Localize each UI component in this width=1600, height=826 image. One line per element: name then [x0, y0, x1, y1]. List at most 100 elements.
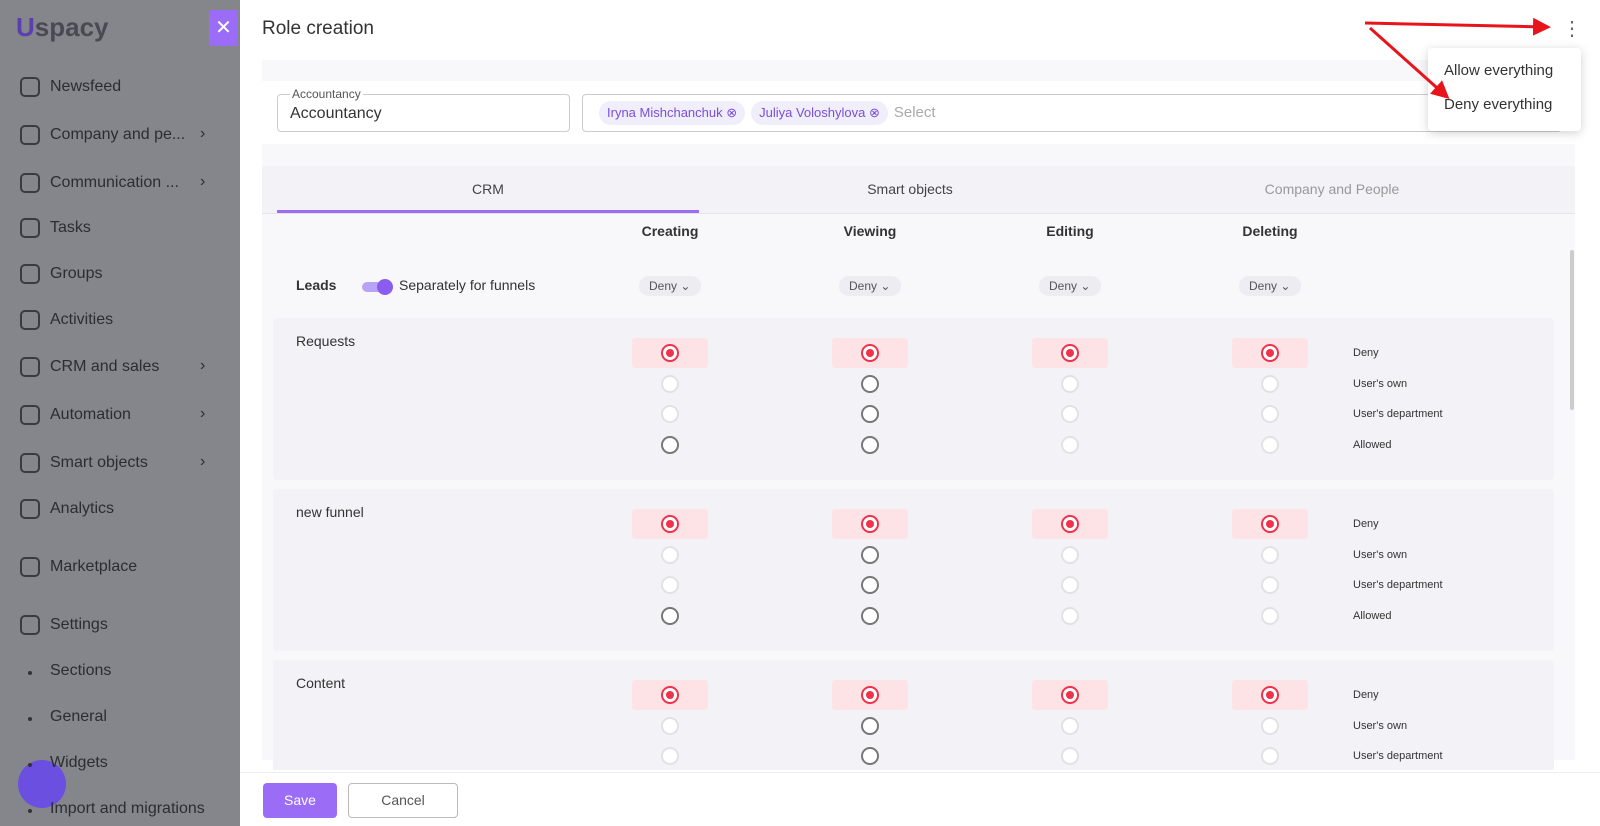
radio[interactable]	[861, 545, 879, 564]
radio	[1261, 435, 1279, 454]
bullet	[28, 763, 32, 767]
radio[interactable]	[1261, 686, 1279, 704]
radio[interactable]	[861, 576, 879, 595]
chat-button[interactable]	[18, 760, 66, 808]
nav-item[interactable]: Activities	[50, 311, 114, 328]
nav-item[interactable]: Settings	[50, 616, 108, 633]
name-input[interactable]: Accountancy Accountancy	[277, 87, 570, 132]
radio[interactable]	[861, 716, 879, 735]
section-name: Requests	[296, 333, 356, 349]
radio[interactable]	[1061, 515, 1079, 533]
radio	[1061, 747, 1079, 766]
nav-item[interactable]: Communication ...	[50, 174, 179, 191]
nav-item[interactable]: Smart objects	[50, 454, 148, 471]
radio[interactable]	[861, 435, 879, 454]
radio	[661, 716, 679, 735]
cancel-button[interactable]: Cancel	[348, 783, 458, 818]
radio[interactable]	[661, 606, 679, 625]
radio	[1061, 716, 1079, 735]
user-chip[interactable]: Juliya Voloshylova ⊗	[751, 101, 888, 125]
nav-subitem[interactable]: Widgets	[50, 754, 108, 771]
logo-text: spacy	[34, 12, 109, 42]
leads-label: Leads	[296, 277, 337, 293]
radio[interactable]	[661, 435, 679, 454]
nav-item[interactable]: CRM and sales	[50, 358, 160, 375]
chevron: ›	[200, 173, 206, 190]
radio	[1261, 716, 1279, 735]
level-label: User's own	[1353, 377, 1408, 390]
radio[interactable]	[1261, 344, 1279, 362]
menu-item[interactable]: Allow everything	[1444, 62, 1554, 79]
users-input[interactable]: Iryna Mishchanchuk ⊗ Juliya Voloshylova ⊗…	[582, 94, 1562, 132]
sections: Requests Deny User's own User's department A…	[262, 318, 1575, 770]
nav-icon	[20, 173, 40, 193]
nav-item[interactable]: Analytics	[50, 500, 115, 517]
radio[interactable]	[1261, 515, 1279, 533]
radio[interactable]	[861, 747, 879, 766]
save-button[interactable]: Save	[263, 783, 337, 818]
arrow	[1364, 17, 1551, 36]
nav-subitem[interactable]: General	[50, 708, 107, 725]
radio	[661, 374, 679, 393]
radio[interactable]	[1061, 686, 1079, 704]
menu-item[interactable]: Deny everything	[1444, 96, 1553, 113]
scrollbar	[1570, 250, 1574, 410]
radio	[1061, 606, 1079, 625]
close-button[interactable]: ✕	[209, 10, 238, 46]
input-value: Accountancy	[290, 105, 382, 122]
column-header: Creating	[641, 223, 699, 239]
radio[interactable]	[661, 344, 679, 362]
section: new funnel Deny User's own User's departmen…	[273, 489, 1554, 651]
radio[interactable]	[861, 344, 879, 362]
radio[interactable]	[861, 606, 879, 625]
user-chip[interactable]: Iryna Mishchanchuk ⊗	[599, 101, 746, 125]
nav-item[interactable]: Newsfeed	[50, 78, 122, 95]
radio	[1261, 606, 1279, 625]
bullet	[28, 671, 32, 675]
section: Requests Deny User's own User's department A…	[273, 318, 1554, 480]
bullet	[28, 717, 32, 721]
tab[interactable]: Company and People	[1264, 181, 1400, 197]
radio[interactable]	[1061, 344, 1079, 362]
radio[interactable]	[861, 374, 879, 393]
radio[interactable]	[861, 686, 879, 704]
title: Role creation	[262, 18, 374, 39]
tab[interactable]: Smart objects	[867, 181, 953, 197]
input-label: Accountancy	[290, 87, 363, 101]
permission-dropdown[interactable]: Deny ⌄	[1039, 276, 1101, 296]
nav-icon	[20, 357, 40, 377]
radio	[1061, 576, 1079, 595]
nav-subitem[interactable]: Sections	[50, 662, 112, 679]
placeholder: Select	[893, 104, 936, 121]
nav-item[interactable]: Tasks	[50, 219, 91, 236]
nav-subitem[interactable]: Import and migrations	[50, 800, 205, 817]
toggle[interactable]	[362, 282, 390, 292]
nav-item[interactable]: Marketplace	[50, 558, 138, 575]
nav-item[interactable]: Company and pe...	[50, 126, 186, 143]
level-label: User's department	[1353, 579, 1443, 592]
permission-dropdown[interactable]: Deny ⌄	[1239, 276, 1301, 296]
radio[interactable]	[861, 405, 879, 424]
kebab-menu[interactable]: ⋮	[1562, 18, 1582, 40]
radio	[1261, 545, 1279, 564]
radio	[661, 405, 679, 424]
nav-item[interactable]: Automation	[50, 406, 131, 423]
tab[interactable]: CRM	[472, 181, 504, 197]
level-label: User's own	[1353, 548, 1408, 561]
radio[interactable]	[861, 515, 879, 533]
footer: Save Cancel	[240, 772, 1600, 826]
logo: Uspacy	[16, 12, 109, 42]
panel: Role creation ⋮ Accountancy Accountancy …	[240, 0, 1600, 826]
section-name: new funnel	[296, 504, 364, 520]
nav-icon	[20, 499, 40, 519]
radio	[1261, 374, 1279, 393]
radio	[1061, 435, 1079, 454]
radio[interactable]	[661, 686, 679, 704]
column-header: Deleting	[1242, 223, 1298, 239]
permission-dropdown[interactable]: Deny ⌄	[639, 276, 701, 296]
nav-item[interactable]: Groups	[50, 265, 103, 282]
permission-dropdown[interactable]: Deny ⌄	[839, 276, 901, 296]
chevron: ›	[200, 453, 206, 470]
radio[interactable]	[661, 515, 679, 533]
